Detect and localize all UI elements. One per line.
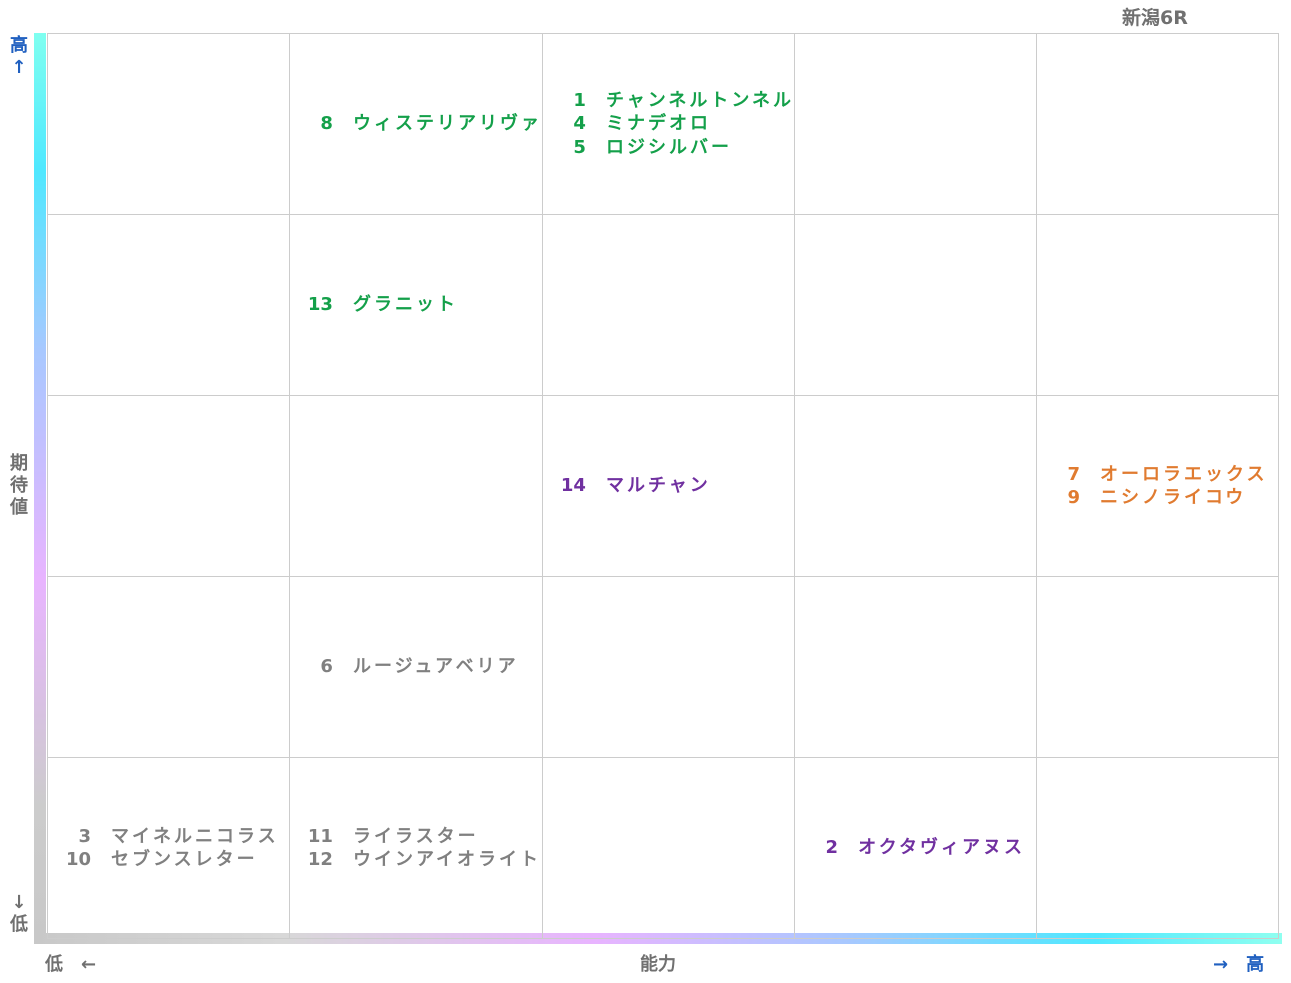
entry-number: 6 — [320, 656, 333, 678]
entry-name: グラニット — [352, 294, 458, 316]
cell: 1 チャンネルトンネル 4 ミナデオロ 5 ロジシルバー — [541, 34, 795, 215]
cell — [541, 577, 795, 758]
entry: 6 ルージュアベリア — [300, 655, 542, 679]
entry-name: ロジシルバー — [605, 136, 732, 158]
entry-number: 9 — [1067, 487, 1081, 508]
cell — [794, 396, 1037, 577]
entry-number: 10 — [65, 849, 91, 870]
entry-number: 13 — [307, 294, 333, 316]
cell: 11 ライラスター 12 ウインアイオライト — [288, 758, 542, 939]
cell: 2 オクタヴィアヌス — [794, 758, 1037, 939]
cell: 3 マイネルニコラス 10 セブンスレター — [47, 758, 289, 939]
title: 新潟6R — [1122, 7, 1188, 29]
entry-number: 4 — [573, 113, 586, 135]
entry-number: 12 — [307, 849, 333, 870]
entry: 9 ニシノライコウ — [1047, 486, 1278, 510]
entry-number: 3 — [78, 825, 91, 847]
cell — [794, 215, 1037, 396]
entry: 7 オーロラエックス — [1047, 463, 1278, 487]
cell: 6 ルージュアベリア — [288, 577, 542, 758]
entry: 1 チャンネルトンネル — [553, 89, 794, 113]
entry-name: ウィステリアリヴァ — [352, 113, 542, 135]
y-axis-bar — [34, 33, 46, 943]
grid: 8 ウィステリアリヴァ 1 チャンネルトンネル 4 ミナデオロ 5 ロジシルバー 13 グラニット… — [47, 33, 1279, 939]
entry: 12 ウインアイオライト — [300, 848, 542, 872]
entry-name: マルチャン — [605, 475, 711, 497]
entry-name: ライラスター — [352, 825, 479, 847]
cell: 7 オーロラエックス 9 ニシノライコウ — [1036, 396, 1278, 577]
entry: 8 ウィステリアリヴァ — [300, 112, 542, 136]
entry-name: ニシノライコウ — [1100, 487, 1247, 508]
entry-name: オクタヴィアヌス — [858, 837, 1025, 859]
entry-number: 14 — [560, 475, 586, 497]
cell — [47, 577, 289, 758]
entry-number: 1 — [573, 89, 586, 111]
y-axis-high: 高 ↑ — [10, 35, 28, 78]
entry: 4 ミナデオロ — [553, 112, 794, 136]
cell: 13 グラニット — [288, 215, 542, 396]
cell — [47, 215, 289, 396]
cell — [47, 34, 289, 215]
cell — [794, 34, 1037, 215]
cell: 8 ウィステリアリヴァ — [288, 34, 542, 215]
entry-name: ウインアイオライト — [352, 849, 542, 870]
cell — [1036, 758, 1278, 939]
cell — [47, 396, 289, 577]
y-axis-label: 期待値 — [10, 453, 28, 518]
entry: 2 オクタヴィアヌス — [805, 836, 1036, 860]
entry: 10 セブンスレター — [58, 848, 289, 872]
cell — [288, 396, 542, 577]
entry: 5 ロジシルバー — [553, 136, 794, 160]
entry: 3 マイネルニコラス — [58, 825, 289, 849]
entry: 13 グラニット — [300, 293, 542, 317]
cell — [794, 577, 1037, 758]
entry-number: 2 — [825, 837, 839, 859]
x-axis-label: 能力 — [640, 954, 676, 975]
entry-name: セブンスレター — [111, 849, 258, 870]
cell — [541, 758, 795, 939]
cell: 14 マルチャン — [541, 396, 795, 577]
entry: 11 ライラスター — [300, 825, 542, 849]
entry-name: ルージュアベリア — [352, 656, 519, 678]
y-axis-low: ↓ 低 — [10, 892, 28, 935]
cell — [541, 215, 795, 396]
entry-number: 7 — [1067, 463, 1081, 485]
x-axis-high: → 高 — [1213, 954, 1265, 975]
cell — [1036, 577, 1278, 758]
entry-name: ミナデオロ — [605, 113, 711, 135]
cell — [1036, 34, 1278, 215]
entry: 14 マルチャン — [553, 474, 794, 498]
x-axis-low: 低 ← — [45, 954, 97, 975]
entry-name: チャンネルトンネル — [605, 89, 795, 111]
entry-number: 8 — [320, 113, 333, 135]
entry-name: オーロラエックス — [1100, 463, 1268, 485]
entry-number: 5 — [573, 136, 586, 158]
entry-number: 11 — [307, 825, 333, 847]
cell — [1036, 215, 1278, 396]
entry-name: マイネルニコラス — [111, 825, 279, 847]
